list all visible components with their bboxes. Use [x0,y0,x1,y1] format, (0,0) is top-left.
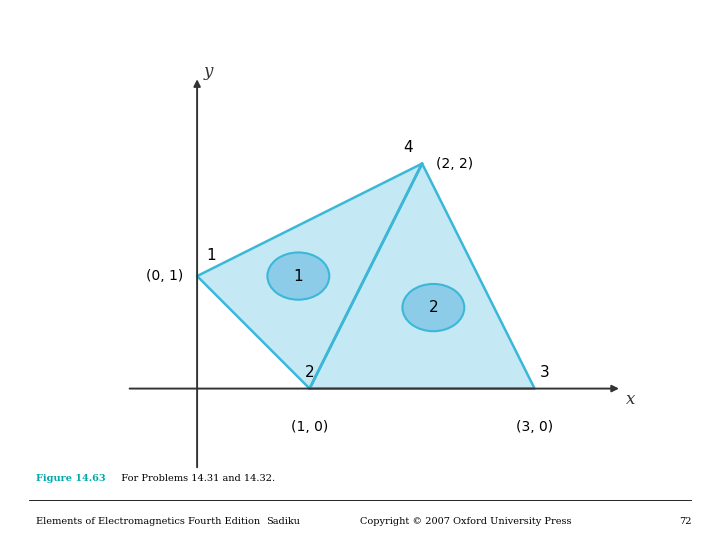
Polygon shape [310,164,534,389]
Polygon shape [197,164,422,389]
Text: y: y [204,63,213,80]
Text: 2: 2 [305,364,315,380]
Ellipse shape [402,284,464,331]
Text: 72: 72 [679,517,691,526]
Text: 1: 1 [206,247,216,262]
Text: (2, 2): (2, 2) [436,157,473,171]
Text: 3: 3 [540,364,550,380]
Text: (3, 0): (3, 0) [516,420,553,434]
Text: Elements of Electromagnetics Fourth Edition: Elements of Electromagnetics Fourth Edit… [36,517,260,526]
Ellipse shape [267,253,329,300]
Text: 4: 4 [403,139,413,154]
Text: x: x [626,392,635,408]
Text: 1: 1 [294,268,303,284]
Text: 2: 2 [428,300,438,315]
Text: (0, 1): (0, 1) [146,269,184,283]
Text: Figure 14.63: Figure 14.63 [36,474,106,483]
Text: Sadiku: Sadiku [266,517,300,526]
Text: Copyright © 2007 Oxford University Press: Copyright © 2007 Oxford University Press [360,517,572,526]
Text: For Problems 14.31 and 14.32.: For Problems 14.31 and 14.32. [115,474,275,483]
Text: (1, 0): (1, 0) [291,420,328,434]
